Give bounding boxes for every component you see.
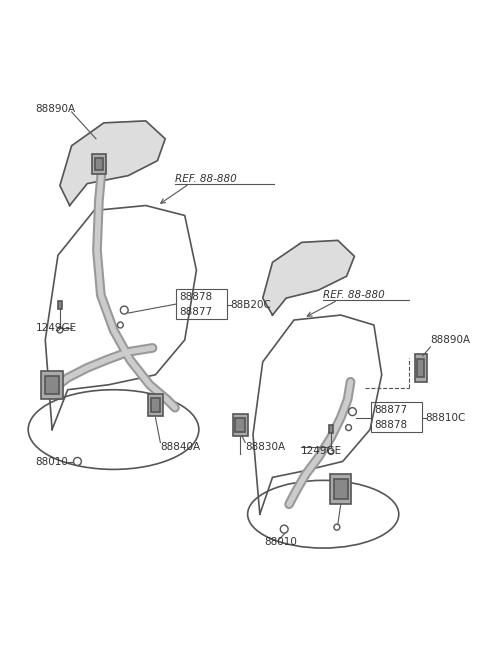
Text: 88890A: 88890A [431,335,470,345]
Circle shape [120,306,128,314]
Bar [151,398,160,412]
Bar [330,474,351,504]
Bar [148,394,163,416]
Text: 1249GE: 1249GE [301,447,342,457]
Bar [417,359,424,377]
Bar [95,157,103,170]
Bar [41,371,63,399]
Text: 88810C: 88810C [426,413,466,422]
Text: 88B20C: 88B20C [230,300,271,310]
Circle shape [73,457,81,465]
Text: 88878: 88878 [374,420,407,430]
Bar [58,301,62,309]
Polygon shape [60,121,165,205]
Bar [235,418,245,432]
Text: 88010: 88010 [264,537,298,547]
Bar [176,289,227,319]
Text: 88877: 88877 [374,405,407,415]
Bar [371,401,422,432]
Text: 1249GE: 1249GE [36,323,77,333]
Text: 88840A: 88840A [160,443,201,453]
Circle shape [334,524,340,530]
Polygon shape [263,240,354,315]
Text: REF. 88-880: REF. 88-880 [323,290,385,300]
Text: 88010: 88010 [36,457,68,468]
Text: REF. 88-880: REF. 88-880 [175,174,237,184]
Text: 88878: 88878 [179,292,212,302]
Circle shape [348,407,356,416]
Bar [92,154,106,174]
Text: 88830A: 88830A [245,443,285,453]
Bar [415,354,427,382]
Bar [232,414,248,436]
Bar [334,480,348,499]
Text: 88877: 88877 [179,307,212,317]
Bar [45,376,59,394]
Bar [329,424,333,432]
Circle shape [280,525,288,533]
Text: 88890A: 88890A [36,104,76,114]
